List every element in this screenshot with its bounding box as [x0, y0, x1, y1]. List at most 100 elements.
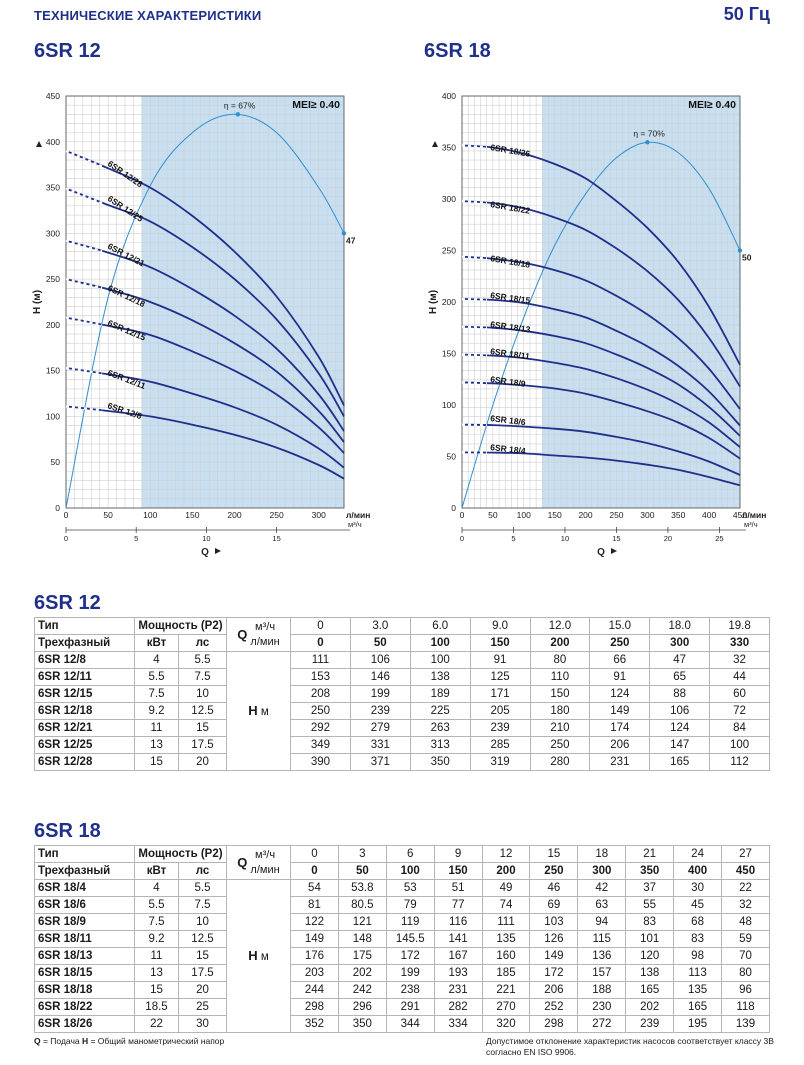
head-value-cell: 239 [625, 1015, 675, 1033]
performance-curve [65, 367, 345, 469]
performance-curve [65, 239, 345, 432]
table-row: 6SR 18/13 11 15 176 175 172 167 160 149 136 120 98 7… [34, 947, 770, 965]
head-value-cell: 103 [529, 913, 579, 931]
efficiency-end-point [737, 248, 743, 253]
y-tick-label: 150 [46, 366, 60, 376]
q-m3h-cell: 9.0 [469, 617, 531, 635]
head-value-cell: 118 [721, 998, 770, 1016]
q-lmin-cell: 50 [349, 634, 411, 652]
performance-curve [65, 316, 345, 454]
q-symbol: Q [237, 854, 248, 870]
head-value-cell: 371 [349, 753, 411, 771]
power-hp-cell: 10 [178, 913, 227, 931]
table-row: 6SR 12/8 4 5.5 H м 111 106 100 91 80 66 47 32 [34, 651, 770, 771]
y-tick-label: 0 [451, 503, 456, 513]
curve-dash-overlay [65, 316, 103, 326]
head-value-cell: 146 [349, 668, 411, 686]
performance-curve [461, 200, 741, 387]
head-value-cell: 160 [481, 947, 531, 965]
head-value-cell: 68 [673, 913, 723, 931]
x-unit-primary: л/мин [346, 510, 370, 520]
head-value-cell: 205 [469, 702, 531, 720]
x-tick-label: 150 [185, 510, 199, 520]
table-row: 6SR 18/18 15 20 244 242 238 231 221 206 188 165 135… [34, 981, 770, 999]
efficiency-curve [461, 141, 741, 509]
x-secondary-tick-label: 15 [612, 534, 620, 543]
head-value-cell: 136 [577, 947, 627, 965]
head-value-cell: 285 [469, 736, 531, 754]
head-value-cell: 206 [589, 736, 651, 754]
q-lmin-cell: 100 [385, 862, 435, 880]
table-row: 6SR 12/25 13 17.5 349 331 313 285 250 206 147 100 [34, 736, 770, 754]
head-value-cell: 83 [673, 930, 723, 948]
head-value-cell: 32 [721, 896, 770, 914]
table-row: 6SR 18/9 7.5 10 122 121 119 116 111 103 94 83 68 48 [34, 913, 770, 931]
head-value-cell: 135 [481, 930, 531, 948]
curve-dash-overlay [65, 149, 103, 168]
head-value-cell: 91 [589, 668, 651, 686]
head-value-cell: 174 [589, 719, 651, 737]
x-tick-label: 100 [517, 510, 531, 520]
table-header-row-lmin: Трехфазный кВт лс 0 50 100 150 200 250 3… [34, 862, 770, 880]
head-value-cell: 175 [337, 947, 387, 965]
head-value-cell: 298 [529, 1015, 579, 1033]
x-unit-secondary: м³/ч [348, 520, 362, 529]
table-row: 6SR 18/6 5.5 7.5 81 80.5 79 77 74 69 63 55 45 32 [34, 896, 770, 914]
table-row: 6SR 18/4 4 5.5 H м 54 53.8 53 51 49 46 42 37 30 22 [34, 879, 770, 1033]
table-header-row-m3h: Тип Мощность (P2) Q м³/ч л/мин 0 3 6 9 1… [34, 845, 770, 880]
head-value-cell: 100 [709, 736, 770, 754]
performance-curve [461, 325, 741, 437]
curve-dash-overlay [65, 278, 103, 290]
model-name-cell: 6SR 18/22 [34, 998, 135, 1016]
y-tick-label: 250 [442, 246, 456, 256]
model-name-cell: 6SR 18/11 [34, 930, 135, 948]
head-value-cell: 46 [529, 879, 579, 897]
q-m3h-cell: 0 [290, 845, 339, 863]
power-kw-cell: 7.5 [134, 913, 179, 931]
power-hp-cell: 25 [178, 998, 227, 1016]
model-name-cell: 6SR 12/21 [34, 719, 135, 737]
q-unit-lmin: л/мин [250, 635, 280, 648]
model-name-cell: 6SR 12/11 [34, 668, 135, 686]
x-tick-label: 300 [640, 510, 654, 520]
y-tick-label: 200 [46, 320, 60, 330]
y-tick-label: 250 [46, 274, 60, 284]
q-m3h-cell: 18.0 [649, 617, 711, 635]
head-value-cell: 111 [481, 913, 531, 931]
head-value-cell: 116 [433, 913, 483, 931]
legend-h-text: = Общий манометрический напор [88, 1036, 225, 1046]
head-value-cell: 188 [577, 981, 627, 999]
power-kw-cell: 18.5 [134, 998, 179, 1016]
frequency-label: 50 Гц [723, 4, 770, 24]
x-secondary-tick-label: 15 [272, 534, 280, 543]
head-value-cell: 239 [349, 702, 411, 720]
model-name-cell: 6SR 12/25 [34, 736, 135, 754]
table-row: 6SR 12/21 11 15 292 279 263 239 210 174 124 84 [34, 719, 770, 737]
head-value-cell: 199 [385, 964, 435, 982]
performance-curve [461, 255, 741, 410]
x-unit-secondary: м³/ч [744, 520, 758, 529]
x-tick-label: 400 [702, 510, 716, 520]
head-value-cell: 193 [433, 964, 483, 982]
power-hp-cell: 17.5 [178, 736, 227, 754]
series-label: 6SR 18/4 [490, 442, 527, 456]
head-value-cell: 66 [589, 651, 651, 669]
power-kw-cell: 4 [134, 879, 179, 897]
spec-table-6sr12: Тип Мощность (P2) Q м³/ч л/мин 0 3.0 6.0… [34, 617, 770, 771]
head-value-cell: 231 [589, 753, 651, 771]
type-header: Тип [34, 617, 135, 635]
head-value-cell: 37 [625, 879, 675, 897]
x-secondary-tick-label: 10 [561, 534, 569, 543]
power-hp-cell: 12.5 [178, 930, 227, 948]
curve-dash-overlay [461, 381, 487, 385]
hp-header: лс [178, 862, 227, 880]
head-value-cell: 59 [721, 930, 770, 948]
type-header: Тип [34, 845, 135, 863]
performance-curve [461, 298, 741, 427]
q-m3h-cell: 3.0 [349, 617, 411, 635]
chart-title-6sr12: 6SR 12 [34, 40, 101, 62]
table-header-row-lmin: Трехфазный кВт лс 0 50 100 150 200 250 3… [34, 634, 770, 652]
head-value-cell: 320 [481, 1015, 531, 1033]
head-value-cell: 352 [290, 1015, 339, 1033]
head-value-cell: 238 [385, 981, 435, 999]
